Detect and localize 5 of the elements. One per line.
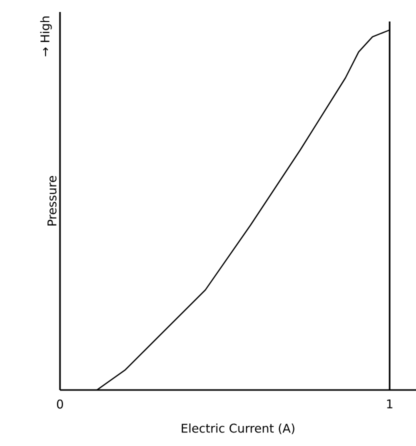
x-tick-label: 0 xyxy=(56,400,64,409)
x-tick-label: 1 xyxy=(387,400,392,408)
y-axis-title: Pressure xyxy=(48,176,56,226)
text: → High xyxy=(40,16,52,56)
x-axis-title: Electric Current (A) xyxy=(182,423,294,434)
